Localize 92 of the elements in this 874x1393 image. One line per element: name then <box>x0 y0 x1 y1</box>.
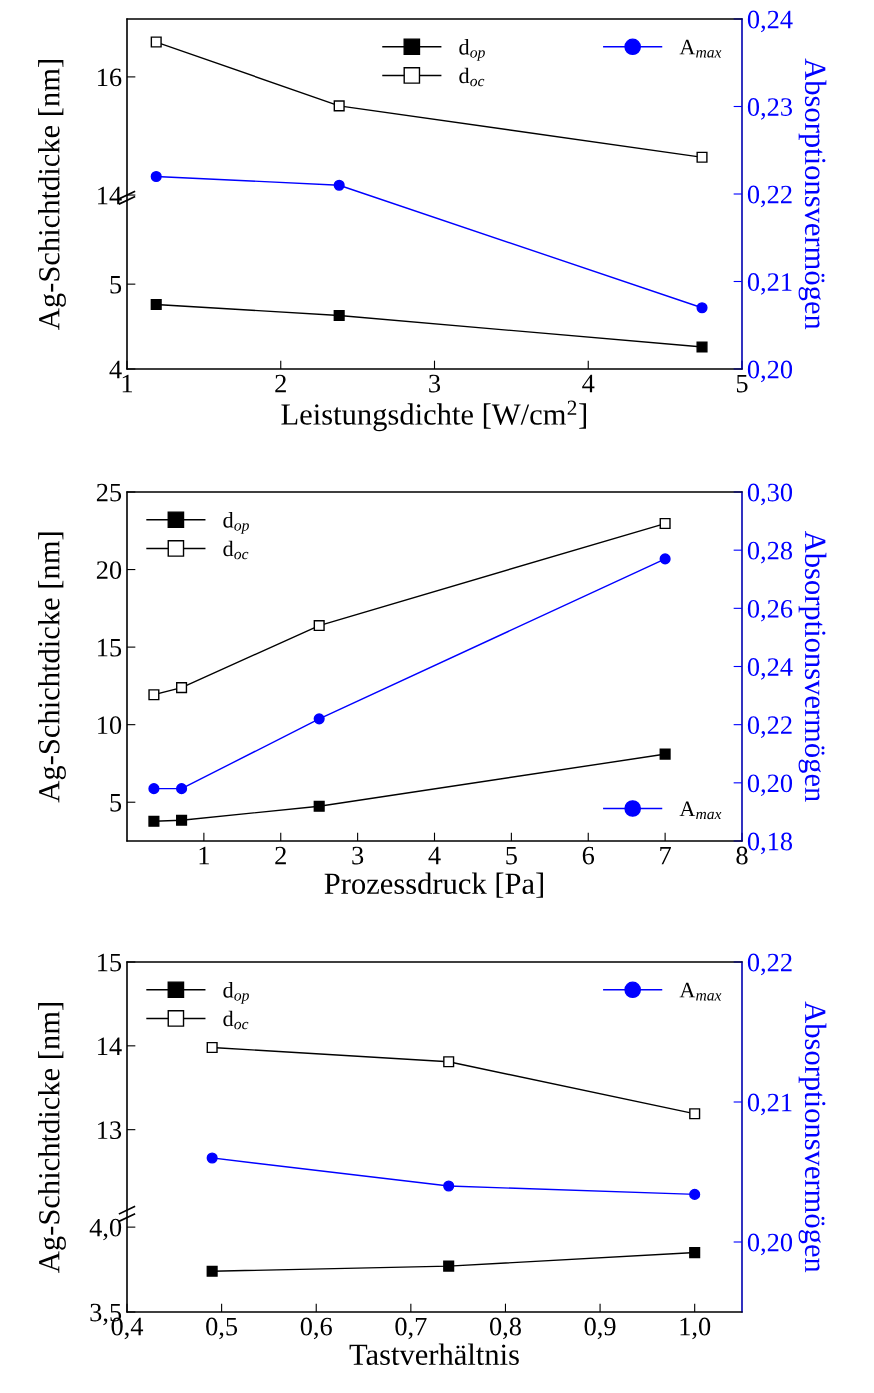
x-tick-label: 4 <box>582 374 595 393</box>
point <box>313 800 325 812</box>
y-tick-label: 4 <box>109 360 122 379</box>
y-axis-title: Ag-Schichtdicke [nm] <box>38 60 66 330</box>
point <box>150 36 162 48</box>
y2-axis-title: Absorptionsvermögen <box>798 1001 827 1273</box>
y2-tick-label: 0,28 <box>747 541 793 564</box>
y-tick-label: 14 <box>98 1037 122 1055</box>
y-tick-label: 10 <box>98 716 122 735</box>
x-tick-label: 8 <box>736 846 748 865</box>
x-tick-label: 1,0 <box>680 1317 711 1340</box>
point <box>150 298 162 311</box>
point <box>148 815 160 827</box>
y2-tick-label: 0,20 <box>747 360 793 383</box>
y-tick-label: 15 <box>98 638 122 657</box>
legend-label: d$_{op}$ <box>223 982 249 1004</box>
legend-label: A$_{max}$ <box>679 801 722 820</box>
y-tick-label: 25 <box>96 483 122 502</box>
point <box>313 619 325 632</box>
y2-axis-title: Absorptionsvermögen <box>798 58 827 330</box>
x-tick-label: 0,9 <box>584 1317 616 1340</box>
y2-tick-label: 0,26 <box>747 599 793 622</box>
point <box>333 100 345 112</box>
y-tick-label: 5 <box>110 794 122 812</box>
y2-tick-label: 0,22 <box>747 185 792 208</box>
y-tick-label: 13 <box>98 1121 122 1140</box>
x-tick-label: 0,8 <box>489 1317 521 1340</box>
x-axis-title: Prozessdruck [Pa] <box>324 872 543 898</box>
legend-label: A$_{max}$ <box>679 982 722 1001</box>
point <box>689 1188 701 1200</box>
point <box>696 302 708 314</box>
y2-tick-label: 0,21 <box>747 273 792 295</box>
x-axis-title: Leistungsdichte [W/cm$^{2}$] <box>281 400 586 432</box>
x-tick-label: 3 <box>429 374 441 393</box>
x-tick-label: 6 <box>582 846 595 865</box>
legend-label: d$_{oc}$ <box>223 1010 249 1030</box>
point <box>443 1056 455 1068</box>
x-tick-label: 7 <box>660 846 671 865</box>
y-tick-label: 15 <box>98 953 122 972</box>
x-tick-label: 0,7 <box>395 1317 427 1340</box>
x-tick-label: 1 <box>199 846 209 865</box>
x-tick-label: 0,5 <box>206 1317 238 1340</box>
point <box>206 1152 218 1164</box>
x-tick-label: 2 <box>275 374 286 393</box>
point <box>659 553 671 565</box>
point <box>176 682 188 694</box>
x-tick-label: 2 <box>275 846 286 865</box>
y-tick-label: 5 <box>110 276 122 294</box>
y2-tick-label: 0,22 <box>747 953 792 976</box>
x-axis-title: Tastverhältnis <box>349 1343 519 1366</box>
point <box>659 748 671 760</box>
point <box>313 713 325 725</box>
point <box>696 341 708 353</box>
y-axis-title: Ag-Schichtdicke [nm] <box>38 1003 66 1273</box>
point <box>176 814 188 826</box>
point <box>148 783 160 795</box>
legend-label: d$_{oc}$ <box>459 67 485 87</box>
x-tick-label: 5 <box>736 374 748 393</box>
point <box>333 179 345 191</box>
y-tick-label: 20 <box>96 561 122 579</box>
point <box>659 517 671 530</box>
legend-label: A$_{max}$ <box>679 39 722 58</box>
x-tick-label: 4 <box>428 846 441 865</box>
point <box>206 1041 218 1054</box>
legend-label: d$_{op}$ <box>459 39 485 61</box>
point <box>176 783 188 795</box>
y-tick-label: 4,0 <box>89 1218 122 1241</box>
x-tick-label: 1 <box>122 374 133 393</box>
y2-tick-label: 0,23 <box>747 98 793 120</box>
y2-tick-label: 0,20 <box>747 1233 793 1256</box>
y2-tick-label: 0,21 <box>747 1093 792 1116</box>
y-axis-title: Ag-Schichtdicke [nm] <box>38 532 66 803</box>
point <box>689 1108 701 1120</box>
point <box>148 689 160 701</box>
x-tick-label: 0,6 <box>300 1317 332 1340</box>
y2-tick-label: 0,22 <box>747 716 792 738</box>
x-tick-label: 5 <box>506 846 517 865</box>
y2-tick-label: 0,18 <box>747 832 793 855</box>
y2-tick-label: 0,30 <box>747 483 793 506</box>
y2-tick-label: 0,24 <box>747 10 793 33</box>
y2-tick-label: 0,20 <box>747 774 793 797</box>
legend-label: d$_{op}$ <box>223 512 249 534</box>
y2-axis-title: Absorptionsvermögen <box>798 531 827 802</box>
x-tick-label: 3 <box>352 846 364 865</box>
point <box>333 309 345 322</box>
point <box>443 1180 455 1192</box>
legend-label: d$_{oc}$ <box>223 540 249 560</box>
point <box>150 170 162 183</box>
point <box>696 151 708 163</box>
y2-tick-label: 0,24 <box>747 658 793 680</box>
y-tick-label: 14 <box>98 186 122 205</box>
y-tick-label: 16 <box>98 68 122 87</box>
